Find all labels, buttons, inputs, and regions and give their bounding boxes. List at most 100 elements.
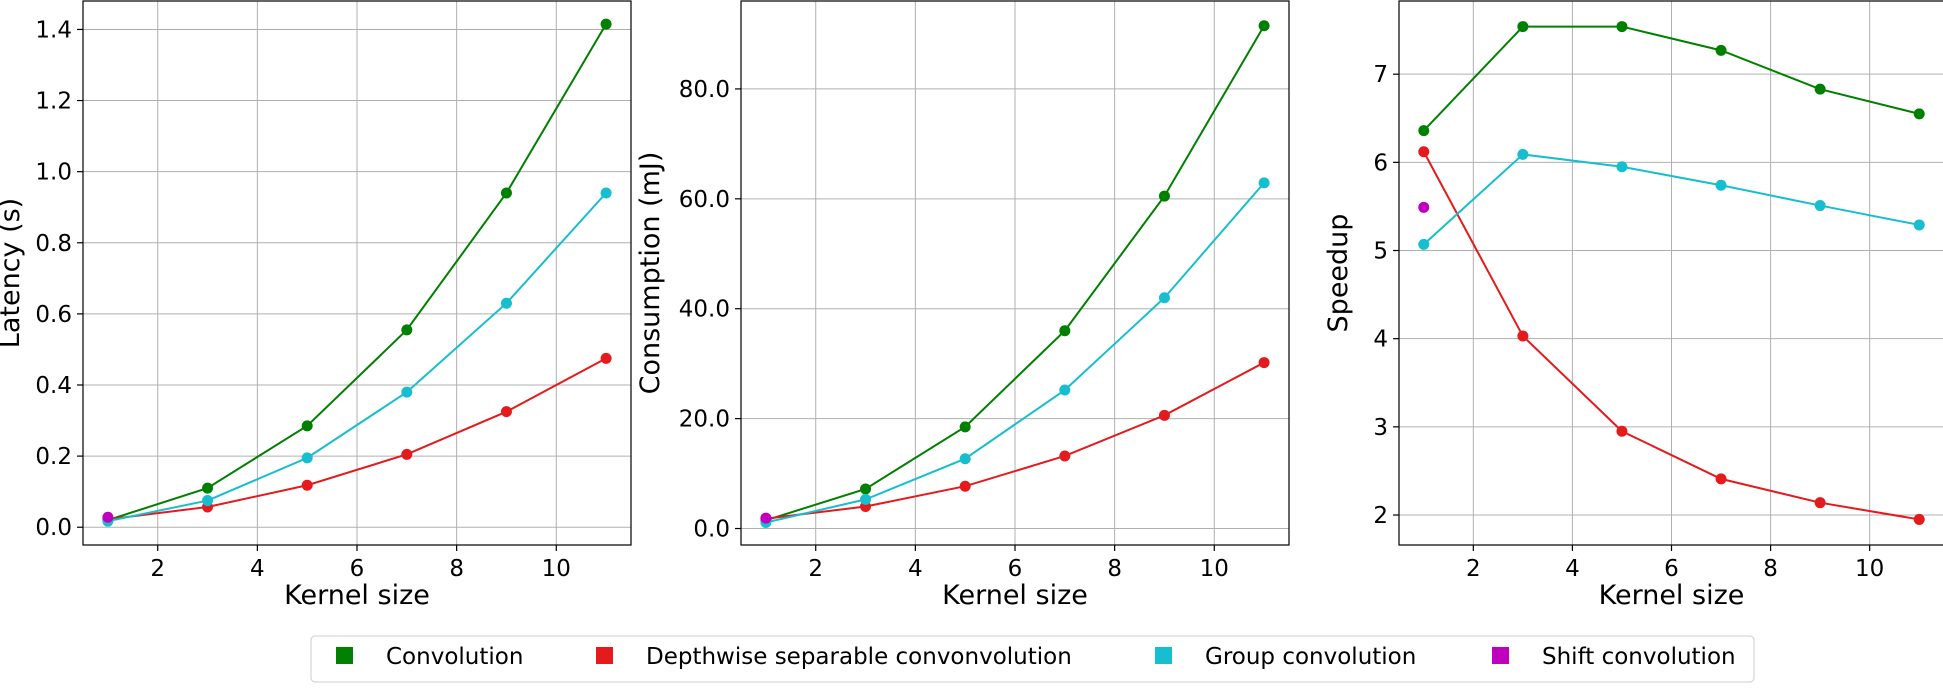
data-point [760, 512, 772, 524]
x-tick-label: 10 [1200, 556, 1229, 582]
data-point [202, 495, 214, 507]
data-point [301, 479, 313, 491]
data-point [1517, 148, 1529, 160]
data-point [600, 187, 612, 199]
data-point [1913, 219, 1925, 231]
data-point [600, 18, 612, 30]
x-tick-label: 4 [908, 556, 923, 582]
data-point [301, 452, 313, 464]
y-axis-label: Consumption (mJ) [635, 152, 666, 395]
series-line [1423, 153, 1920, 246]
y-tick-label: 4 [1373, 327, 1388, 353]
legend-label: Shift convolution [1542, 644, 1736, 670]
data-point [1158, 292, 1170, 304]
y-tick-label: 1.2 [35, 89, 72, 115]
data-point [102, 511, 114, 523]
chart-panel-2: 2 4 6 8 10 0.0 20.0 40.0 60.0 80.0 Kernel size Cons… [635, 0, 1290, 611]
data-point [401, 448, 413, 460]
data-point [500, 297, 512, 309]
legend-label: Convolution [386, 644, 523, 670]
y-tick-label: 3 [1373, 415, 1388, 441]
x-tick-label: 10 [542, 556, 571, 582]
y-tick-label: 0.6 [35, 302, 72, 328]
legend-item-convolution: Convolution [336, 644, 523, 670]
data-point [600, 352, 612, 364]
data-point [1158, 409, 1170, 421]
series-shift-convolution [1418, 201, 1430, 213]
data-point [1258, 357, 1270, 369]
y-tick-label: 1.4 [35, 17, 72, 43]
y-axis-label: Speedup [1323, 214, 1354, 333]
y-tick-label: 0.0 [693, 517, 730, 543]
series-convolution [102, 18, 612, 526]
series-group-convolution [1418, 148, 1925, 250]
y-tick-label: 6 [1373, 150, 1388, 176]
data-point [1418, 146, 1430, 158]
data-point [1715, 44, 1727, 56]
y-tick-label: 0.0 [35, 515, 72, 541]
x-tick-label: 6 [350, 556, 365, 582]
x-tick-label: 2 [1466, 556, 1481, 582]
x-axis-label: Kernel size [942, 580, 1088, 611]
chart-panel-3: 2 4 6 8 10 2 3 4 5 6 7 Kernel size Speedup [1323, 0, 1943, 611]
data-point [401, 324, 413, 336]
legend-item-group-convolution: Group convolution [1155, 644, 1416, 670]
data-point [860, 483, 872, 495]
data-point [1418, 125, 1430, 137]
y-tick-label: 0.2 [35, 444, 72, 470]
data-point [959, 480, 971, 492]
y-tick-label: 7 [1373, 62, 1388, 88]
x-tick-label: 8 [449, 556, 464, 582]
data-point [1616, 425, 1628, 437]
legend-item-depthwise-separable-convonvolution: Depthwise separable convonvolution [596, 644, 1072, 670]
legend-swatch [1155, 647, 1172, 664]
chart-panel-1: 2 4 6 8 10 0.0 0.2 0.4 0.6 0.8 1.0 1.2 1.4 Kernel siz… [0, 0, 632, 611]
data-point [860, 493, 872, 505]
y-tick-label: 2 [1373, 503, 1388, 529]
data-point [1059, 325, 1071, 337]
data-point [301, 420, 313, 432]
data-point [1616, 161, 1628, 173]
data-point [1517, 21, 1529, 33]
data-point [1913, 513, 1925, 525]
x-axis-label: Kernel size [284, 580, 430, 611]
data-point [401, 386, 413, 398]
legend-swatch [596, 647, 613, 664]
series-line [765, 361, 1265, 520]
data-point [1059, 450, 1071, 462]
legend-label: Depthwise separable convonvolution [646, 644, 1072, 670]
x-tick-label: 6 [1664, 556, 1679, 582]
x-tick-label: 8 [1763, 556, 1778, 582]
series-shift-convolution [760, 512, 772, 524]
y-axis-label: Latency (s) [0, 198, 26, 348]
y-tick-label: 0.8 [35, 231, 72, 257]
data-point [202, 482, 214, 494]
series-line [765, 25, 1265, 522]
data-point [1258, 20, 1270, 32]
series-line [107, 23, 607, 522]
x-tick-label: 6 [1008, 556, 1023, 582]
data-point [1418, 238, 1430, 250]
x-tick-label: 2 [150, 556, 165, 582]
legend: Convolution Depthwise separable convonvol… [310, 635, 1755, 683]
legend-label: Group convolution [1205, 644, 1416, 670]
series-depthwise-separable-convonvolution [1418, 146, 1925, 525]
data-point [959, 421, 971, 433]
legend-item-shift-convolution: Shift convolution [1492, 644, 1736, 670]
series-line [1422, 151, 1920, 521]
series-line [1423, 25, 1920, 132]
x-axis-label: Kernel size [1599, 580, 1745, 611]
data-point [1715, 179, 1727, 191]
data-point [1913, 108, 1925, 120]
data-point [1814, 83, 1826, 95]
legend-swatch [1492, 647, 1509, 664]
series-line [107, 357, 607, 521]
series-line [107, 192, 607, 523]
data-point [1418, 201, 1430, 213]
series-group-convolution [102, 187, 612, 527]
data-point [500, 406, 512, 418]
y-tick-label: 5 [1373, 239, 1388, 265]
x-tick-label: 10 [1855, 556, 1884, 582]
data-point [1258, 177, 1270, 189]
